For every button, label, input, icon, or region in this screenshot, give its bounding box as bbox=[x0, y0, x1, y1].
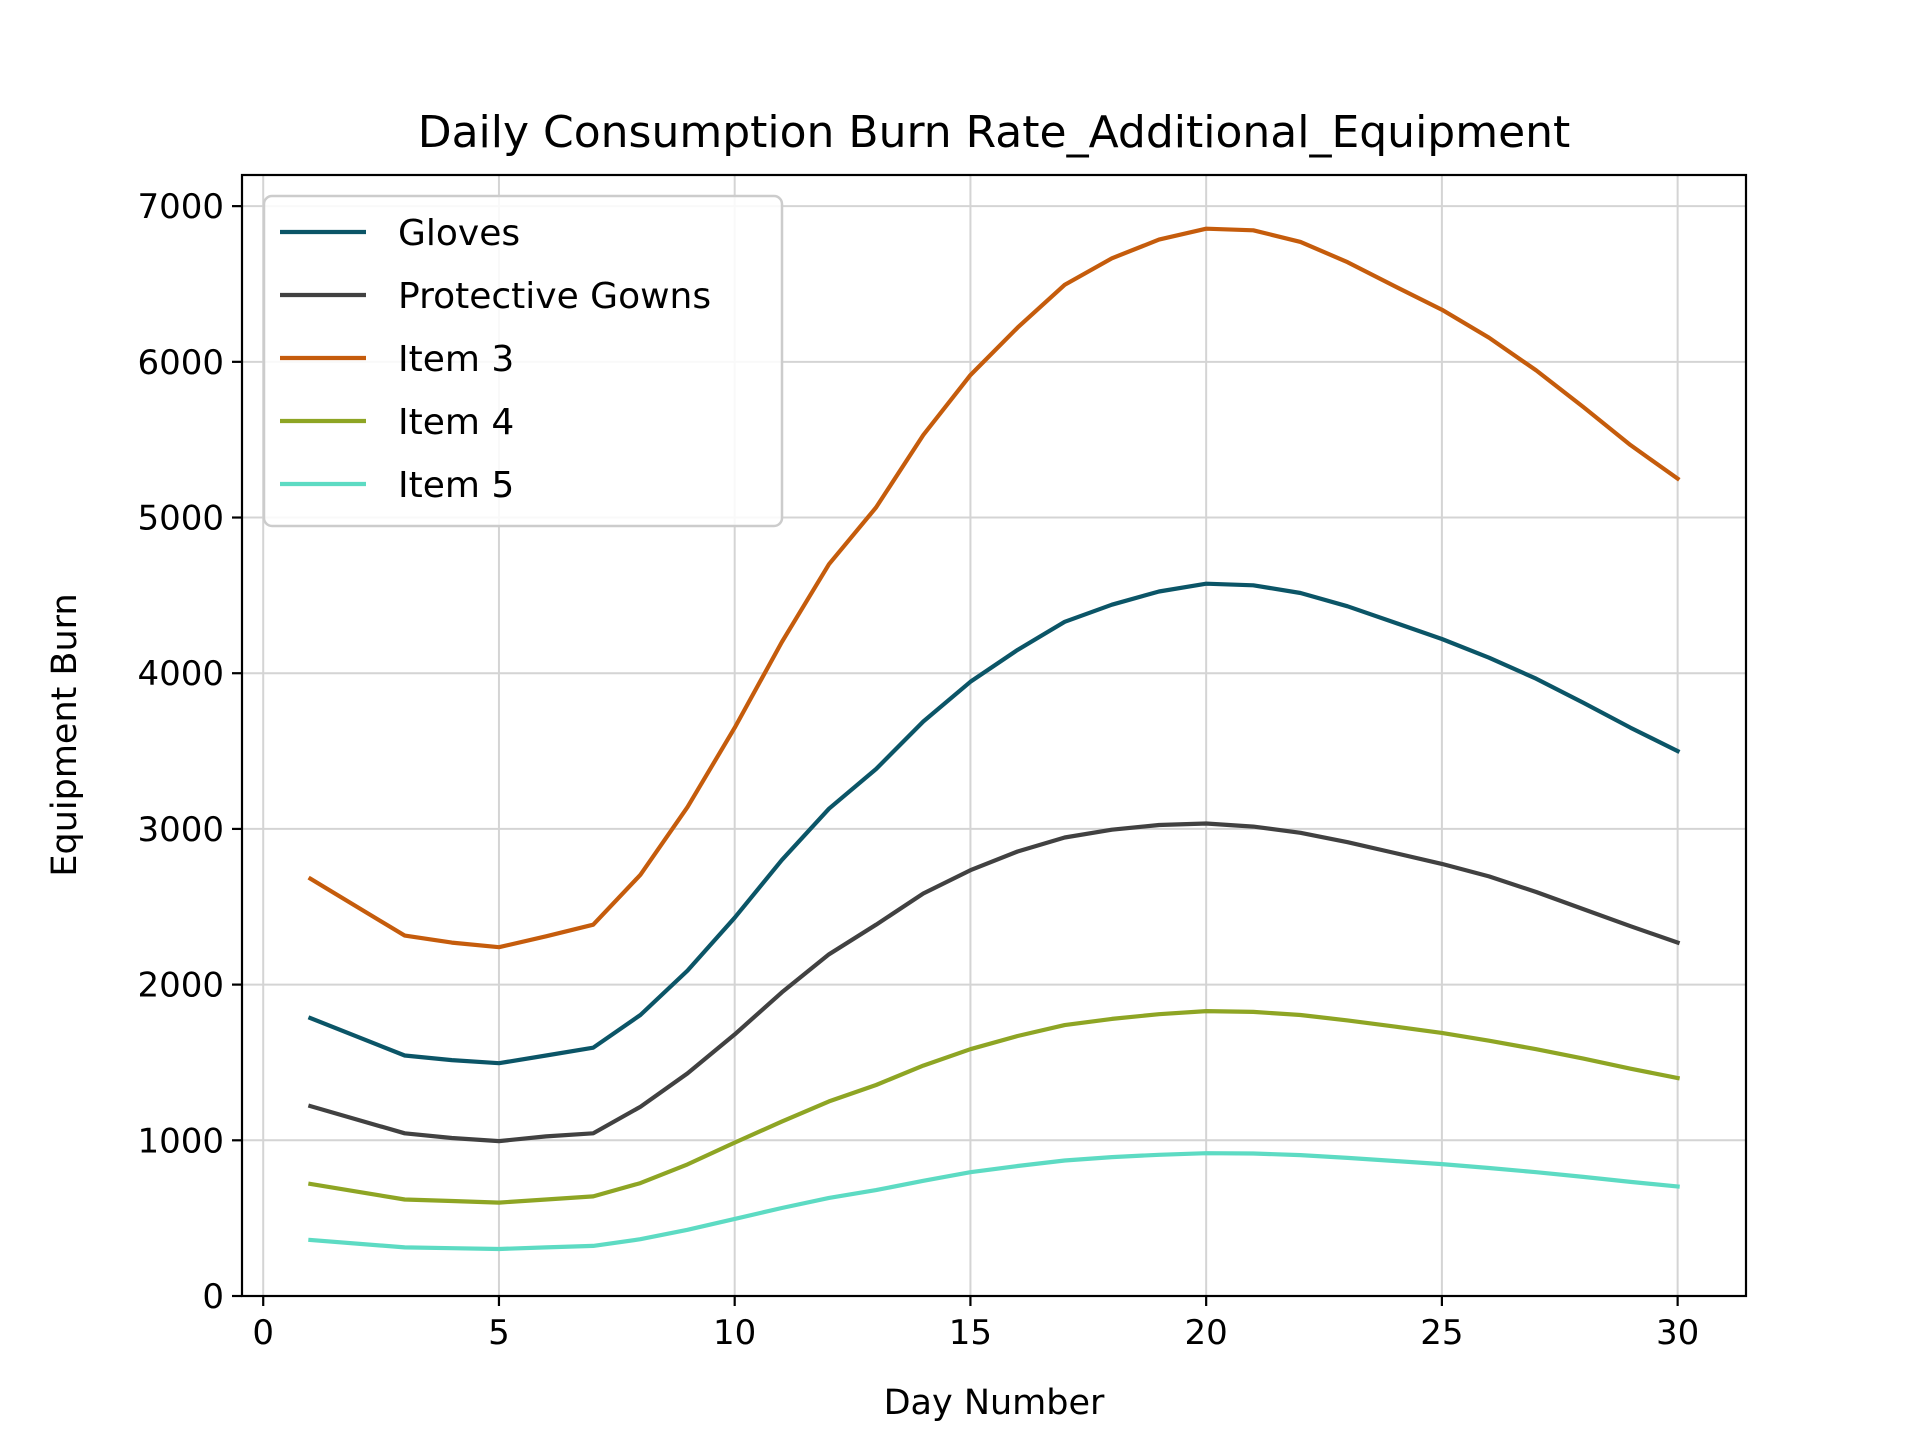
legend-item: Protective Gowns bbox=[280, 276, 711, 317]
legend-label: Item 3 bbox=[398, 339, 514, 380]
chart-title: Daily Consumption Burn Rate_Additional_E… bbox=[418, 107, 1571, 158]
x-tick-label: 15 bbox=[949, 1313, 992, 1353]
legend-items: Gloves Protective Gowns Item 3 Item 4 Item 5 bbox=[280, 213, 711, 506]
y-tick-label: 3000 bbox=[137, 810, 224, 850]
y-axis-ticks: 0 1000 2000 3000 4000 5000 6000 7000 bbox=[137, 187, 242, 1317]
x-tick-label: 5 bbox=[488, 1313, 510, 1353]
legend-label: Gloves bbox=[398, 213, 520, 254]
legend-item: Item 5 bbox=[280, 465, 514, 506]
x-axis-ticks: 0 5 10 15 20 25 30 bbox=[252, 1296, 1699, 1353]
legend-label: Protective Gowns bbox=[398, 276, 711, 317]
series-line-item-3 bbox=[307, 226, 1681, 950]
legend-item: Gloves bbox=[280, 213, 520, 254]
series-line-item-5 bbox=[308, 1151, 1680, 1252]
y-tick-label: 6000 bbox=[137, 343, 224, 383]
y-tick-label: 7000 bbox=[137, 187, 224, 227]
series-line-gloves bbox=[307, 581, 1681, 1066]
y-tick-label: 2000 bbox=[137, 966, 224, 1006]
x-tick-label: 10 bbox=[713, 1313, 756, 1353]
legend: Gloves Protective Gowns Item 3 Item 4 Item 5 bbox=[262, 194, 784, 528]
y-tick-label: 1000 bbox=[137, 1121, 224, 1161]
x-tick-label: 30 bbox=[1656, 1313, 1699, 1353]
y-tick-label: 4000 bbox=[137, 654, 224, 694]
series-line-protective-gowns bbox=[307, 821, 1681, 1144]
legend-item: Item 3 bbox=[280, 339, 514, 380]
x-tick-label: 25 bbox=[1420, 1313, 1463, 1353]
y-tick-label: 5000 bbox=[137, 499, 224, 539]
x-axis-label: Day Number bbox=[884, 1383, 1105, 1423]
series-lines bbox=[307, 226, 1681, 1252]
legend-label: Item 5 bbox=[398, 465, 514, 506]
y-tick-label: 0 bbox=[202, 1277, 224, 1317]
series-line-item-4 bbox=[307, 1008, 1681, 1205]
legend-item: Item 4 bbox=[280, 402, 514, 443]
x-tick-label: 0 bbox=[252, 1313, 274, 1353]
legend-box bbox=[262, 194, 784, 528]
x-tick-label: 20 bbox=[1185, 1313, 1228, 1353]
legend-label: Item 4 bbox=[398, 402, 514, 443]
y-axis-label: Equipment Burn bbox=[45, 593, 85, 876]
plot-frame bbox=[240, 173, 1748, 1298]
